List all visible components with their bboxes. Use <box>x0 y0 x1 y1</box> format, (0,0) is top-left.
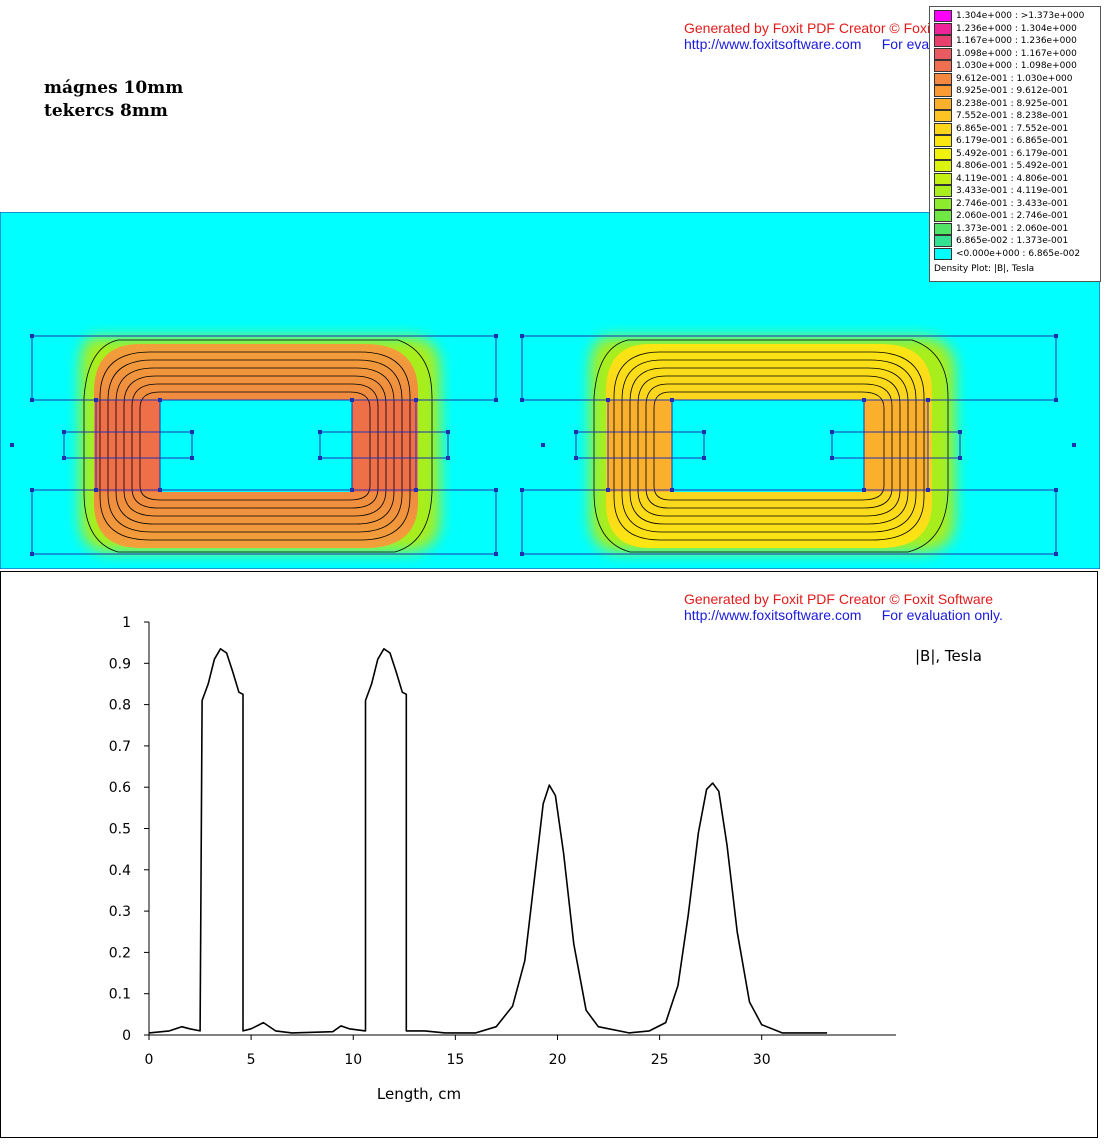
legend-swatch <box>934 97 952 110</box>
legend-swatch <box>934 160 952 172</box>
legend-swatch <box>934 222 952 235</box>
y-tick-label: 0.6 <box>109 780 131 796</box>
legend-label: 8.925e-001 : 9.612e-001 <box>956 86 1069 96</box>
chart-series <box>148 648 828 1034</box>
y-tick-label: 0.2 <box>109 945 131 961</box>
x-axis-label: Length, cm <box>377 1085 461 1103</box>
legend-swatch <box>934 22 952 35</box>
legend-label: 2.060e-001 : 2.746e-001 <box>956 211 1069 221</box>
right-pole-right <box>864 400 928 492</box>
left-pole-left <box>96 400 160 492</box>
legend-swatch <box>934 135 952 147</box>
series-line <box>148 648 828 1034</box>
y-tick-label: 1 <box>122 615 131 631</box>
left-contours <box>83 339 433 553</box>
legend-label: 1.373e-001 : 2.060e-001 <box>956 223 1069 234</box>
line-chart: 00.10.20.30.40.50.60.70.80.910 5 10 15 20 25 3… <box>109 615 982 1103</box>
legend-swatch <box>934 122 952 135</box>
x-tick-label: 15 <box>446 1052 464 1068</box>
left-device <box>80 337 440 553</box>
watermark-top-line: Generated by Foxit PDF Creator © Foxit S… <box>684 20 994 36</box>
y-tick-label: 0.9 <box>109 656 131 672</box>
watermark-chart: Generated by Foxit PDF Creator © Foxit S… <box>684 591 1003 623</box>
x-tick-label: 25 <box>651 1052 669 1068</box>
x-tick-label: 0 <box>145 1052 154 1068</box>
watermark-chart-url[interactable]: http://www.foxitsoftware.com <box>684 607 862 623</box>
legend-swatch <box>934 10 952 22</box>
legend-swatch <box>934 210 952 222</box>
legend-label: 1.030e+000 : 1.098e+000 <box>956 61 1077 71</box>
right-device <box>590 337 955 553</box>
legend-swatch <box>934 197 952 210</box>
magnet-size-text: mágnes 10mm <box>44 78 184 98</box>
watermark-chart-line: Generated by Foxit PDF Creator © Foxit S… <box>684 591 994 607</box>
y-tick-label: 0.5 <box>109 822 131 838</box>
legend-swatch <box>934 185 952 197</box>
legend-label: 3.433e-001 : 4.119e-001 <box>956 186 1069 196</box>
legend-swatch <box>934 85 952 97</box>
y-tick-label: 0.4 <box>109 863 131 879</box>
legend-label: <0.000e+000 : 6.865e-002 <box>956 248 1081 259</box>
legend-swatch <box>934 172 952 185</box>
density-legend: 1.304e+000 : >1.373e+000 1.236e+000 : 1.3… <box>929 6 1101 282</box>
legend-label: 7.552e-001 : 8.238e-001 <box>956 111 1069 121</box>
legend-label: 5.492e-001 : 6.179e-001 <box>956 148 1069 159</box>
y-tick-label: 0.1 <box>109 987 131 1003</box>
right-core-window <box>672 400 864 492</box>
field-plot <box>0 212 1100 569</box>
legend-label: 9.612e-001 : 1.030e+000 <box>956 73 1073 84</box>
right-pole-left <box>608 400 672 492</box>
legend-swatch <box>934 35 952 47</box>
legend-label: 6.865e-001 : 7.552e-001 <box>956 123 1069 134</box>
legend-label: 6.179e-001 : 6.865e-001 <box>956 136 1069 146</box>
left-core-window <box>160 400 352 492</box>
geometry-note: mágnes 10mm tekercs 8mm <box>44 77 183 123</box>
chart-axes: 00.10.20.30.40.50.60.70.80.910 5 10 15 20 25 3… <box>109 615 896 1068</box>
geometry-nodes <box>10 334 1076 556</box>
series-label: |B|, Tesla <box>915 647 982 665</box>
y-tick-label: 0.8 <box>109 698 131 714</box>
legend-swatch <box>934 110 952 122</box>
legend-label: 1.304e+000 : >1.373e+000 <box>956 11 1085 21</box>
legend-swatch <box>934 60 952 72</box>
y-tick-label: 0.3 <box>109 904 131 920</box>
x-tick-label: 10 <box>344 1052 362 1068</box>
legend-label: 4.806e-001 : 5.492e-001 <box>956 161 1069 171</box>
coil-size-text: tekercs 8mm <box>44 101 168 121</box>
legend-label: 2.746e-001 : 3.433e-001 <box>956 198 1069 209</box>
legend-label: 8.238e-001 : 8.925e-001 <box>956 98 1069 109</box>
legend-swatch <box>934 247 952 260</box>
legend-label: 6.865e-002 : 1.373e-001 <box>956 236 1069 246</box>
legend-swatch <box>934 235 952 247</box>
y-tick-label: 0.7 <box>109 739 131 755</box>
watermark-top-url[interactable]: http://www.foxitsoftware.com <box>684 36 862 52</box>
legend-label: 1.236e+000 : 1.304e+000 <box>956 23 1077 34</box>
y-tick-label: 0 <box>122 1028 131 1044</box>
x-tick-label: 5 <box>247 1052 256 1068</box>
legend-swatch <box>934 147 952 160</box>
legend-title: Density Plot: |B|, Tesla <box>934 264 1035 274</box>
x-tick-label: 20 <box>549 1052 567 1068</box>
geometry-boundaries <box>31 335 1057 555</box>
legend-swatch <box>934 47 952 60</box>
legend-label: 4.119e-001 : 4.806e-001 <box>956 173 1069 184</box>
legend-label: 1.167e+000 : 1.236e+000 <box>956 36 1077 46</box>
legend-label: 1.098e+000 : 1.167e+000 <box>956 48 1077 59</box>
right-contours <box>593 339 949 553</box>
watermark-chart-eval: For evaluation only. <box>881 607 1003 623</box>
x-tick-label: 30 <box>753 1052 771 1068</box>
legend-swatch <box>934 72 952 85</box>
chart-frame <box>0 571 1098 1138</box>
left-pole-right <box>352 400 416 492</box>
